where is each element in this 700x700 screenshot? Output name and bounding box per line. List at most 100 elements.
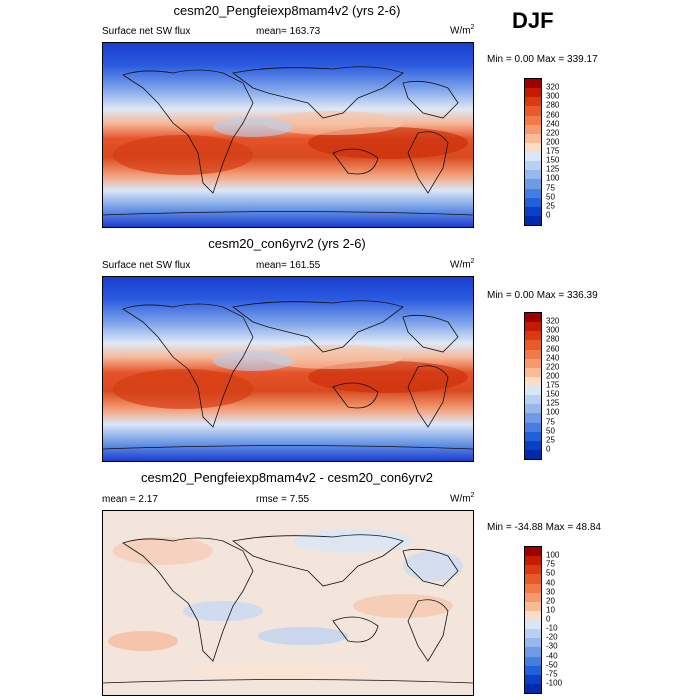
colorbar-tick-label: 150	[546, 155, 560, 165]
colorbar-swatch	[525, 656, 541, 666]
colorbar-tick-label: 100	[546, 407, 560, 417]
colorbar-tick-label: 240	[546, 353, 560, 363]
colorbar-swatch	[525, 322, 541, 332]
colorbar-swatch	[525, 592, 541, 602]
colorbar-swatch	[525, 197, 541, 207]
colorbar-tick-label: 125	[546, 398, 560, 408]
colorbar-tick-label: -30	[546, 641, 558, 651]
colorbar-tick-label: 200	[546, 371, 560, 381]
colorbar-tick-label: -10	[546, 623, 558, 633]
colorbar-tick-label: 30	[546, 587, 555, 597]
colorbar-swatch	[525, 179, 541, 189]
colorbar-swatch	[525, 440, 541, 450]
colorbar-swatch	[525, 367, 541, 377]
colorbar-swatch	[525, 115, 541, 125]
colorbar-swatch	[525, 142, 541, 152]
colorbar-swatch	[525, 170, 541, 180]
colorbar-tick-label: 150	[546, 389, 560, 399]
colorbar-tick-label: 280	[546, 100, 560, 110]
colorbar-swatch	[525, 215, 541, 225]
panel-1-colorbar	[524, 78, 542, 226]
colorbar-swatch	[525, 583, 541, 593]
colorbar-tick-label: 175	[546, 146, 560, 156]
panel-3-colorbar	[524, 546, 542, 694]
panel-2-mean-label: mean= 161.55	[256, 260, 321, 271]
colorbar-tick-label: 280	[546, 334, 560, 344]
colorbar-tick-label: 0	[546, 614, 551, 624]
colorbar-tick-label: 75	[546, 559, 555, 569]
colorbar-tick-label: 240	[546, 119, 560, 129]
colorbar-swatch	[525, 79, 541, 89]
colorbar-tick-label: 0	[546, 444, 551, 454]
colorbar-tick-label: 50	[546, 568, 555, 578]
season-label: DJF	[512, 8, 554, 33]
colorbar-swatch	[525, 422, 541, 432]
panel-2-variable-label: Surface net SW flux	[102, 260, 191, 271]
colorbar-swatch	[525, 620, 541, 630]
panel-2-minmax: Min = 0.00 Max = 336.39	[487, 290, 598, 301]
colorbar-tick-label: -20	[546, 632, 558, 642]
colorbar-tick-label: 200	[546, 137, 560, 147]
colorbar-tick-label: 50	[546, 192, 555, 202]
colorbar-tick-label: -100	[546, 678, 563, 688]
panel-2-title: cesm20_con6yrv2 (yrs 2-6)	[208, 236, 366, 251]
panel-3-title: cesm20_Pengfeiexp8mam4v2 - cesm20_con6yr…	[141, 470, 433, 485]
colorbar-tick-label: 100	[546, 550, 560, 560]
colorbar-swatch	[525, 449, 541, 459]
colorbar-tick-label: 25	[546, 435, 555, 445]
colorbar-swatch	[525, 413, 541, 423]
colorbar-swatch	[525, 556, 541, 566]
panel-1-minmax: Min = 0.00 Max = 339.17	[487, 54, 598, 65]
colorbar-tick-label: 75	[546, 417, 555, 426]
colorbar-swatch	[525, 638, 541, 648]
panel-1-title: cesm20_Pengfeiexp8mam4v2 (yrs 2-6)	[173, 3, 401, 18]
panel-3-minmax: Min = -34.88 Max = 48.84	[487, 522, 601, 533]
colorbar-tick-label: 75	[546, 183, 555, 192]
colorbar-tick-label: 100	[546, 173, 560, 183]
panel-3-rmse-label: rmse = 7.55	[256, 494, 310, 505]
panel-2-colorbar	[524, 312, 542, 460]
colorbar-swatch	[525, 547, 541, 557]
colorbar-swatch	[525, 386, 541, 396]
panel-1-mean-label: mean= 163.73	[256, 26, 321, 37]
colorbar-tick-label: 220	[546, 128, 560, 138]
colorbar-swatch	[525, 358, 541, 368]
colorbar-swatch	[525, 404, 541, 414]
colorbar-swatch	[525, 647, 541, 657]
colorbar-tick-label: 50	[546, 426, 555, 436]
colorbar-tick-label: 320	[546, 316, 560, 326]
colorbar-swatch	[525, 601, 541, 611]
colorbar-swatch	[525, 313, 541, 323]
colorbar-swatch	[525, 106, 541, 116]
colorbar-swatch	[525, 161, 541, 171]
panel-2-units: W/m2	[450, 258, 475, 271]
colorbar-tick-label: 300	[546, 325, 560, 335]
colorbar-swatch	[525, 133, 541, 143]
colorbar-tick-label: -50	[546, 660, 558, 670]
panel-2-map	[102, 276, 474, 462]
colorbar-swatch	[525, 97, 541, 107]
colorbar-swatch	[525, 431, 541, 441]
panel-3-map	[102, 510, 474, 696]
panel-3-units: W/m2	[450, 492, 475, 505]
panel-3-mean-label: mean = 2.17	[102, 494, 158, 505]
colorbar-tick-label: -75	[546, 669, 558, 679]
colorbar-swatch	[525, 331, 541, 341]
colorbar-tick-label: 260	[546, 344, 560, 353]
colorbar-tick-label: 125	[546, 164, 560, 174]
colorbar-swatch	[525, 683, 541, 693]
colorbar-tick-label: 40	[546, 578, 555, 587]
panel-1-variable-label: Surface net SW flux	[102, 26, 191, 37]
colorbar-tick-label: 320	[546, 82, 560, 92]
colorbar-tick-label: 10	[546, 605, 555, 615]
colorbar-swatch	[525, 188, 541, 198]
colorbar-swatch	[525, 574, 541, 584]
colorbar-tick-label: 260	[546, 110, 560, 119]
colorbar-swatch	[525, 376, 541, 386]
colorbar-swatch	[525, 565, 541, 575]
colorbar-swatch	[525, 152, 541, 162]
colorbar-swatch	[525, 629, 541, 639]
panel-1-map	[102, 42, 474, 228]
colorbar-tick-label: 25	[546, 201, 555, 211]
colorbar-swatch	[525, 88, 541, 98]
